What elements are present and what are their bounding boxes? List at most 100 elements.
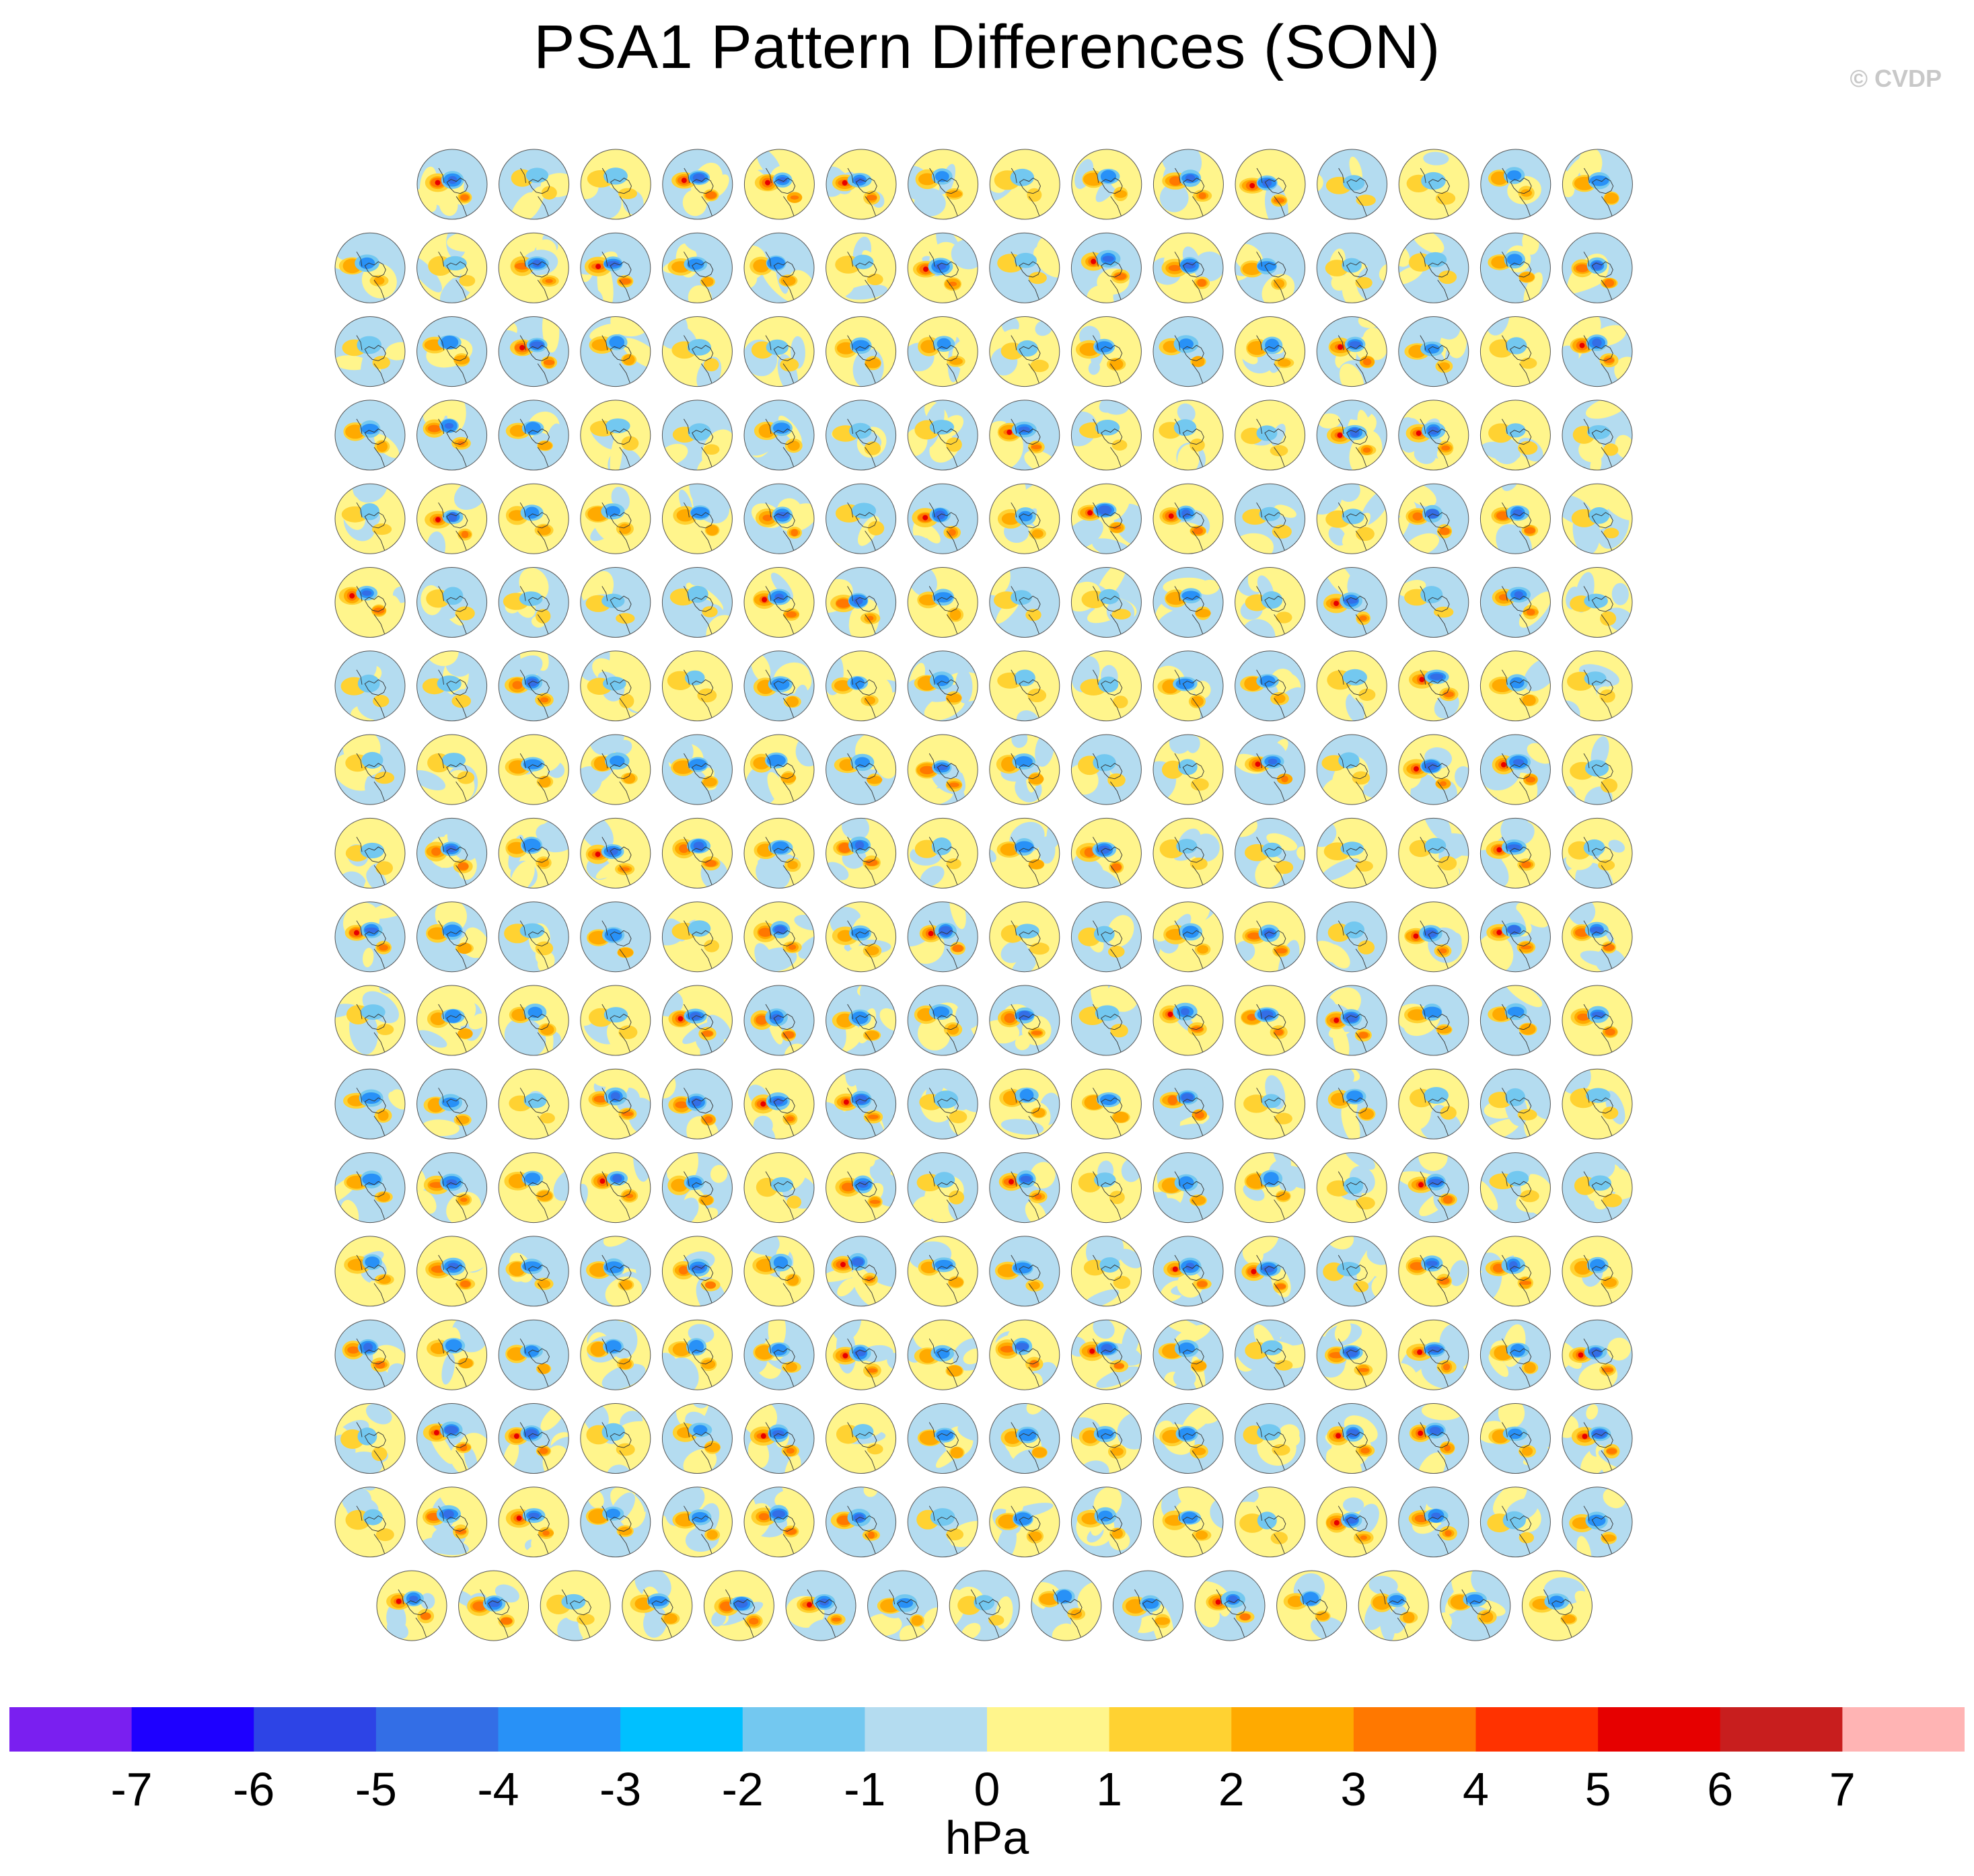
model-map-panel [416,232,488,303]
model-map-panel [1070,985,1142,1056]
model-map-panel [580,1319,651,1390]
model-map-panel [907,567,978,638]
model-map-panel [416,901,488,973]
model-map-panel [498,650,569,722]
model-map-panel [1316,483,1387,554]
model-map-panel [826,817,897,889]
model-map-panel [1153,1319,1224,1390]
model-map-panel [334,316,406,387]
model-map-panel [1398,650,1469,722]
model-map-panel [826,232,897,303]
model-map-panel [498,316,569,387]
model-map-panel [376,1570,447,1641]
model-map-panel [826,1152,897,1224]
model-map-panel [334,1152,406,1224]
model-map-panel [1316,1487,1387,1558]
colorbar-tick-label: 6 [1707,1763,1734,1815]
model-map-panel [661,232,733,303]
model-map-panel [1153,483,1224,554]
model-map-panel [1071,149,1142,220]
model-map-panel [1440,1570,1511,1641]
model-map-panel [661,1403,733,1474]
model-map-panel [1479,985,1551,1056]
model-map-panel [1153,567,1224,638]
model-map-panel [989,650,1060,722]
colorbar-units-label: hPa [945,1811,1029,1864]
model-map-panel [416,1152,488,1224]
model-map-panel [1398,316,1469,387]
model-map-panel [1235,1236,1306,1307]
model-map-panel [743,567,815,638]
model-map-panel [826,1403,897,1474]
model-map-panel [1479,483,1551,554]
model-map-panel [1398,734,1469,805]
colorbar [9,1707,1965,1752]
model-map-panel [989,901,1060,973]
model-map-panel [1070,1152,1142,1224]
model-map-panel [334,734,406,805]
model-map-panel [1070,316,1142,387]
model-map-panel [1521,1570,1593,1641]
chart-title: PSA1 Pattern Differences (SON) [534,13,1440,81]
model-map-panel [826,483,897,554]
model-map-panel [1070,817,1142,889]
model-map-panel [826,316,897,387]
model-map-panel [1479,1152,1551,1224]
model-map-panel [826,985,897,1056]
model-map-panel [1153,650,1224,722]
model-map-panel [416,483,488,554]
model-map-panel [1070,1319,1142,1390]
model-map-panel [540,1570,611,1641]
model-map-panel [416,1403,488,1474]
colorbar-swatch [1353,1707,1477,1752]
model-map-panel [1316,1403,1387,1474]
model-map-panel [1479,1068,1551,1139]
model-map-panel [989,817,1060,889]
model-map-panel [1398,232,1469,303]
model-map-panel [989,1319,1060,1390]
colorbar-tick-label: 7 [1829,1763,1856,1815]
observations-map-panel [416,149,488,220]
model-map-panel [334,567,406,638]
model-map-panel [1235,985,1306,1056]
colorbar-tick-label: 1 [1096,1763,1123,1815]
model-map-panel [826,149,897,220]
model-map-panel [907,1068,978,1139]
model-map-panel [949,1570,1020,1641]
model-map-panel [1070,650,1142,722]
model-map-panel [661,901,733,973]
model-map-panel [989,483,1060,554]
model-map-panel [1562,316,1633,387]
colorbar-tick-label: -3 [599,1763,642,1815]
model-map-panel [498,483,569,554]
model-map-panel [1153,734,1224,805]
model-map-panel [498,1068,569,1139]
model-map-panel [1153,1403,1224,1474]
model-map-panel [416,650,488,722]
model-map-panel [1235,1403,1306,1474]
model-map-panel [334,1236,406,1307]
model-map-panel [908,149,979,220]
model-map-panel [907,734,978,805]
model-map-panel [334,1319,406,1390]
model-map-panel [416,1319,488,1390]
model-map-panel [661,1068,733,1139]
colorbar-swatch [9,1707,133,1752]
model-map-panel [1479,734,1551,805]
model-map-panel [661,1487,733,1558]
colorbar-tick-label: -6 [233,1763,275,1815]
model-map-panel [499,149,570,220]
model-map-panel [826,1068,897,1139]
model-map-panel [743,232,815,303]
model-map-panel [1562,1487,1633,1558]
model-map-panel [1562,901,1633,973]
colorbar-swatch [1842,1707,1965,1752]
colorbar-tick-label: 2 [1218,1763,1245,1815]
model-map-panel [743,817,815,889]
model-map-panel [498,901,569,973]
model-map-panel [1562,232,1633,303]
model-map-panel [1070,1068,1142,1139]
model-map-panel [498,1487,569,1558]
model-map-panel [989,985,1060,1056]
model-map-panel [1398,1319,1469,1390]
